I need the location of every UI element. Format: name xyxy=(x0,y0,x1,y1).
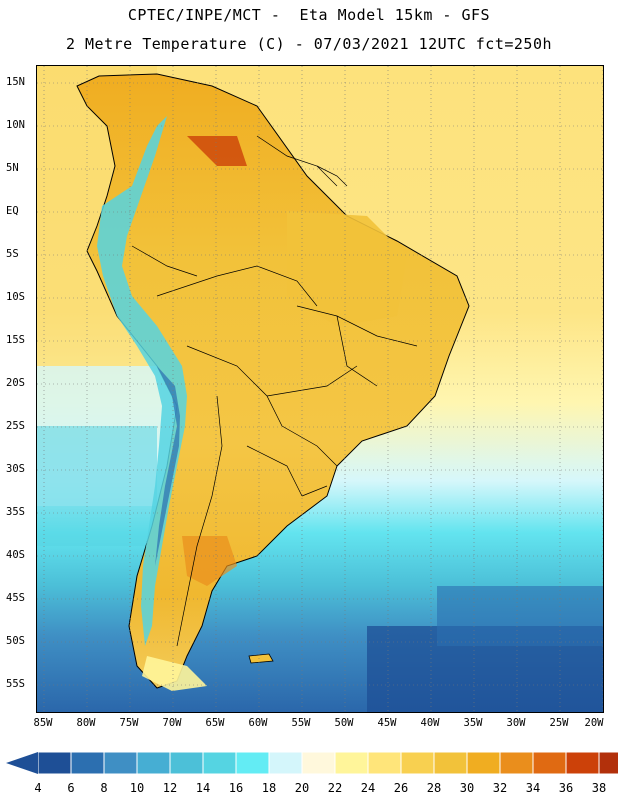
colorbar-swatch xyxy=(70,751,105,775)
colorbar-label: 30 xyxy=(459,781,475,795)
lon-label: 20W xyxy=(584,717,604,729)
lon-label: 80W xyxy=(76,717,96,729)
colorbar-swatch xyxy=(334,751,369,775)
lon-label: 60W xyxy=(248,717,268,729)
continent-south-america xyxy=(76,73,470,691)
map-canvas xyxy=(37,66,603,712)
lat-label: EQ xyxy=(6,205,19,217)
colorbar-swatch xyxy=(268,751,303,775)
lat-label: 15N xyxy=(6,76,25,88)
temperature-map xyxy=(36,65,604,713)
lat-label: 10S xyxy=(6,291,25,303)
colorbar-label: 22 xyxy=(327,781,343,795)
lat-label: 20S xyxy=(6,377,25,389)
lon-label: 30W xyxy=(506,717,526,729)
colorbar-label: 26 xyxy=(393,781,409,795)
graticule xyxy=(37,66,603,712)
colorbar-swatch xyxy=(235,751,270,775)
colorbar-label: 34 xyxy=(525,781,541,795)
lon-label: 65W xyxy=(205,717,225,729)
colorbar-label: 8 xyxy=(100,781,108,795)
colorbar-label: 4 xyxy=(34,781,42,795)
lat-label: 5N xyxy=(6,162,19,174)
colorbar-label: 28 xyxy=(426,781,442,795)
colorbar-label: 10 xyxy=(129,781,145,795)
lon-label: 70W xyxy=(162,717,182,729)
lat-label: 30S xyxy=(6,463,25,475)
colorbar-label: 6 xyxy=(67,781,75,795)
colorbar-label: 36 xyxy=(558,781,574,795)
colorbar-label: 18 xyxy=(261,781,277,795)
falkland-islands xyxy=(248,653,274,664)
colorbar-swatch xyxy=(301,751,336,775)
lon-label: 35W xyxy=(463,717,483,729)
lon-label: 85W xyxy=(33,717,53,729)
colorbar-min-arrow xyxy=(6,752,38,774)
lat-label: 35S xyxy=(6,506,25,518)
colorbar-swatch xyxy=(367,751,402,775)
colorbar-swatch xyxy=(400,751,435,775)
lon-label: 50W xyxy=(334,717,354,729)
colorbar-swatch xyxy=(37,751,72,775)
colorbar-label: 24 xyxy=(360,781,376,795)
colorbar-label: 20 xyxy=(294,781,310,795)
lat-label: 25S xyxy=(6,420,25,432)
colorbar-swatch xyxy=(565,751,600,775)
colorbar-swatch xyxy=(136,751,171,775)
lon-label: 75W xyxy=(119,717,139,729)
colorbar-swatches xyxy=(6,751,618,775)
colorbar-swatch xyxy=(433,751,468,775)
lon-label: 45W xyxy=(377,717,397,729)
colorbar-swatch xyxy=(466,751,501,775)
lat-label: 55S xyxy=(6,678,25,690)
colorbar-swatch xyxy=(532,751,567,775)
lon-label: 40W xyxy=(420,717,440,729)
colorbar-swatch xyxy=(169,751,204,775)
lat-label: 50S xyxy=(6,635,25,647)
lat-label: 5S xyxy=(6,248,19,260)
colorbar-label: 12 xyxy=(162,781,178,795)
colorbar xyxy=(6,751,618,775)
lat-label: 40S xyxy=(6,549,25,561)
title-line-1: CPTEC/INPE/MCT - Eta Model 15km - GFS xyxy=(127,6,491,24)
lat-label: 45S xyxy=(6,592,25,604)
lat-label: 10N xyxy=(6,119,25,131)
title-line-2: 2 Metre Temperature (C) - 07/03/2021 12U… xyxy=(65,35,553,53)
lon-label: 55W xyxy=(291,717,311,729)
colorbar-label: 16 xyxy=(228,781,244,795)
lat-label: 15S xyxy=(6,334,25,346)
lon-label: 25W xyxy=(549,717,569,729)
colorbar-max-arrow xyxy=(612,759,618,767)
colorbar-label: 14 xyxy=(195,781,211,795)
colorbar-label: 32 xyxy=(492,781,508,795)
colorbar-swatch xyxy=(202,751,237,775)
colorbar-label: 38 xyxy=(591,781,607,795)
colorbar-swatch xyxy=(598,751,618,775)
colorbar-swatch xyxy=(103,751,138,775)
colorbar-swatch xyxy=(499,751,534,775)
